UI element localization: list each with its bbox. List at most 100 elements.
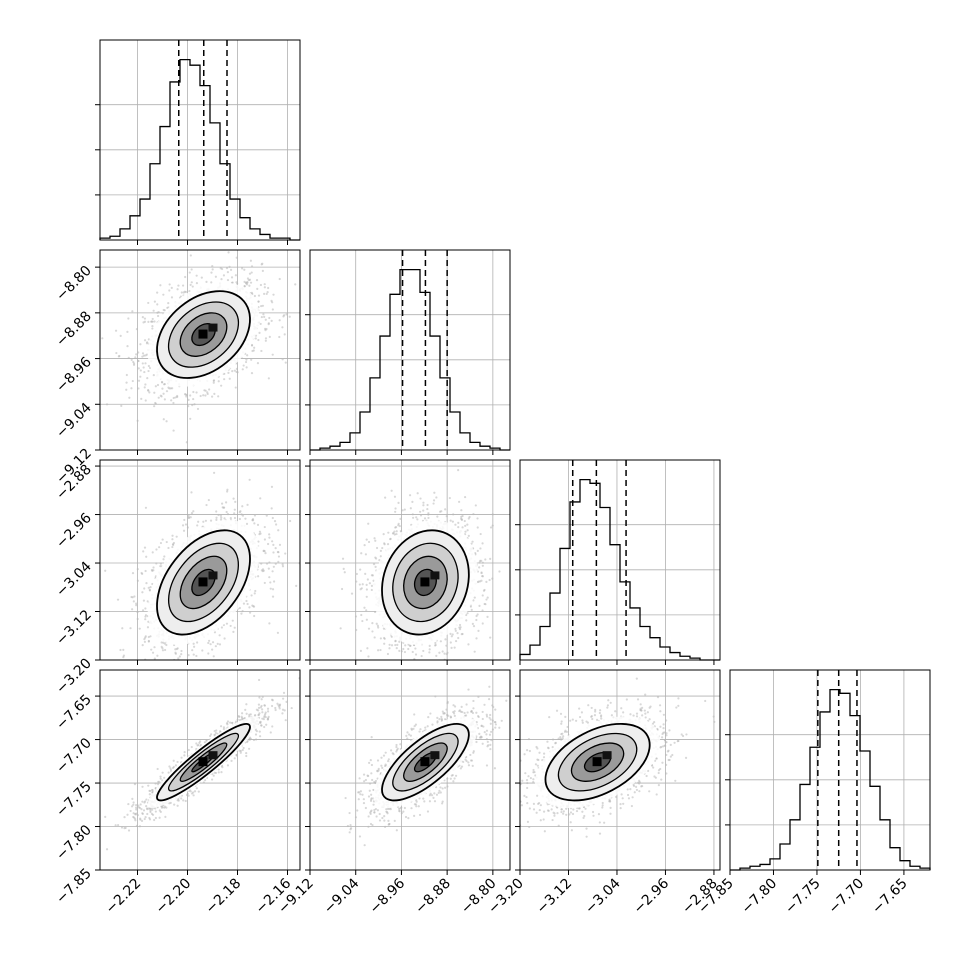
sample-point — [433, 491, 436, 494]
sample-point — [257, 575, 260, 578]
sample-point — [223, 517, 226, 520]
sample-point — [271, 595, 275, 598]
sample-point — [268, 576, 271, 579]
sample-point — [242, 364, 245, 367]
sample-point — [268, 561, 271, 564]
sample-point — [139, 375, 142, 378]
sample-point — [189, 417, 192, 420]
sample-point — [265, 292, 268, 296]
sample-point — [177, 284, 180, 287]
sample-point — [148, 589, 152, 592]
sample-point — [256, 287, 259, 290]
sample-point — [137, 387, 140, 390]
sample-point — [409, 507, 412, 510]
sample-point — [172, 541, 176, 545]
sample-point — [354, 615, 358, 618]
sample-point — [278, 319, 281, 322]
sample-point — [126, 344, 129, 348]
sample-point — [365, 595, 368, 598]
sample-point — [445, 515, 448, 518]
sample-point — [153, 300, 156, 303]
sample-point — [245, 366, 248, 369]
sample-point — [489, 557, 492, 560]
density-peak — [198, 329, 208, 339]
sample-point — [245, 358, 248, 361]
sample-point — [195, 282, 199, 285]
sample-point — [481, 564, 484, 567]
sample-point — [222, 274, 226, 277]
sample-point — [221, 502, 224, 505]
sample-point — [384, 496, 387, 499]
sample-point — [144, 506, 148, 509]
sample-point — [190, 281, 193, 284]
sample-point — [162, 418, 165, 421]
sample-point — [274, 562, 277, 565]
sample-point — [257, 338, 260, 342]
sample-point — [272, 565, 275, 568]
sample-point — [192, 642, 195, 645]
sample-point — [264, 339, 267, 342]
sample-point — [178, 655, 181, 658]
sample-point — [231, 281, 234, 284]
sample-point — [458, 626, 461, 629]
sample-point — [134, 356, 137, 359]
sample-point — [486, 596, 489, 599]
sample-point — [147, 389, 150, 392]
sample-point — [180, 653, 183, 656]
sample-point — [187, 404, 190, 408]
sample-point — [152, 374, 155, 377]
sample-point — [263, 283, 266, 286]
sample-point — [365, 588, 368, 591]
sample-point — [211, 265, 214, 268]
sample-point — [214, 275, 217, 278]
sample-point — [151, 551, 154, 554]
sample-point — [263, 286, 266, 289]
sample-point — [153, 405, 156, 408]
sample-point — [276, 631, 280, 634]
sample-point — [454, 523, 457, 526]
sample-point — [439, 510, 442, 513]
sample-point — [479, 547, 482, 550]
hist-frame-2 — [519, 459, 721, 661]
sample-point — [229, 624, 232, 628]
sample-point — [413, 660, 415, 662]
sample-point — [422, 509, 425, 512]
sample-point — [243, 285, 246, 288]
sample-point — [259, 497, 262, 500]
sample-point — [140, 571, 143, 575]
sample-point — [132, 363, 136, 366]
sample-point — [486, 615, 489, 618]
sample-point — [444, 508, 447, 511]
sample-point — [457, 636, 460, 640]
sample-point — [374, 539, 377, 542]
sample-point — [145, 555, 148, 558]
sample-point — [388, 663, 390, 665]
sample-point — [426, 690, 428, 692]
sample-point — [365, 583, 368, 587]
sample-point — [192, 653, 195, 656]
sample-point — [122, 648, 125, 651]
sample-point — [260, 315, 263, 319]
sample-point — [152, 309, 155, 312]
sample-point — [259, 532, 262, 535]
sample-point — [379, 555, 382, 558]
sample-point — [364, 553, 367, 556]
sample-point — [461, 514, 464, 518]
sample-point — [172, 543, 175, 546]
pair-frame-1-0 — [99, 249, 301, 451]
sample-point — [250, 372, 254, 375]
sample-point — [470, 608, 473, 612]
sample-point — [251, 604, 254, 607]
sample-point — [367, 540, 371, 544]
sample-point — [161, 649, 165, 652]
sample-point — [241, 505, 244, 508]
sample-point — [263, 581, 266, 585]
sample-point — [359, 649, 363, 652]
sample-point — [284, 361, 287, 364]
sample-point — [210, 271, 213, 274]
sample-point — [136, 610, 139, 614]
sample-point — [419, 497, 422, 500]
sample-point — [183, 393, 187, 396]
sample-point — [171, 545, 174, 549]
sample-point — [271, 308, 274, 311]
